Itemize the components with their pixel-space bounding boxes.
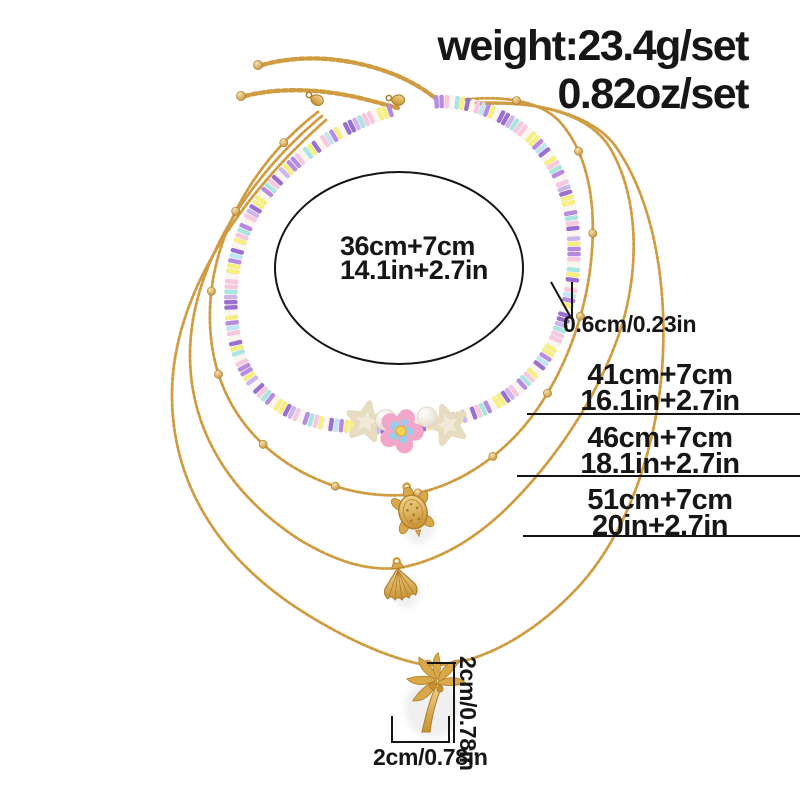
lobster-clasp-icon [305, 91, 326, 109]
weight-imperial: 0.82oz/set [557, 70, 749, 118]
choker-size-inch: 14.1in+2.7in [340, 255, 488, 285]
coconut [436, 685, 444, 693]
extender-chain-1 [259, 56, 439, 102]
weight-label: weight:23.4g/set 0.82oz/set [437, 22, 749, 118]
flower-center [395, 425, 407, 437]
layer-3-length-inch: 18.1in+2.7in [580, 448, 740, 480]
measurement-annotations [274, 171, 800, 743]
shell-fan [384, 567, 418, 601]
layer-4-length-cm: 51cm+7cm [587, 484, 733, 516]
layer-3-length-label: 46cm+7cm 18.1in+2.7in [510, 422, 800, 480]
gold-chain-layer-4-palm [170, 102, 665, 667]
bead-width-label: 0.6cm/0.23in [563, 311, 697, 337]
clasp-hardware [236, 60, 407, 109]
lobster-clasp-icon [385, 92, 407, 108]
extender-end-ball [236, 91, 246, 101]
bead-width-caliper [550, 281, 573, 318]
plumeria-flower-bead [376, 406, 425, 456]
choker-size-cm: 36cm+7cm [340, 231, 475, 261]
pendant-height-line [427, 662, 456, 743]
choker-size-label: 36cm+7cm 14.1in+2.7in [340, 231, 488, 285]
weight-metric: weight:23.4g/set [437, 22, 749, 70]
extender-end-ball [253, 60, 263, 70]
pendant-height-label: 2cm/0.78in [455, 656, 481, 771]
layer-4-length-label: 51cm+7cm 20in+2.7in [510, 484, 800, 542]
turtle-shell [398, 494, 428, 530]
choker-charms [346, 400, 470, 456]
palm-trunk [421, 683, 443, 733]
layer-2-length-inch: 16.1in+2.7in [580, 385, 740, 417]
layer-3-length-cm: 46cm+7cm [587, 422, 733, 454]
layer-2-length-label: 41cm+7cm 16.1in+2.7in [510, 359, 800, 417]
pendant-width-label: 2cm/0.78in [373, 744, 488, 770]
layer-4-length-inch: 20in+2.7in [591, 510, 729, 542]
turtle-pendant [390, 482, 435, 538]
pendant-width-bracket [391, 716, 450, 743]
gold-chain-layer-3-shell [188, 101, 636, 570]
coconut [429, 682, 437, 690]
pearl-bead [416, 406, 438, 428]
scallop-shell-pendant [384, 557, 418, 601]
layer-2-length-cm: 41cm+7cm [587, 359, 733, 391]
choker-size-ellipse [274, 171, 524, 365]
